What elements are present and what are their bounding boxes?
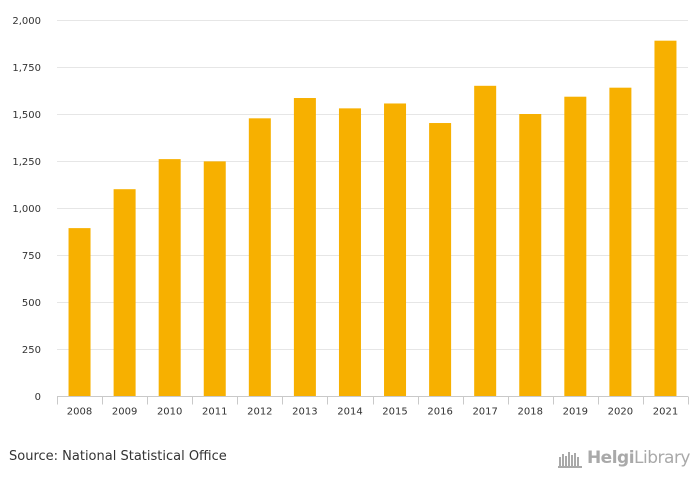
y-tick-label: 1,250 bbox=[12, 157, 41, 168]
bar-2008 bbox=[68, 228, 91, 396]
y-tick-label: 1,750 bbox=[12, 63, 41, 74]
bar-2020 bbox=[609, 87, 632, 397]
helgi-library-logo[interactable]: HelgiLibrary bbox=[557, 448, 691, 468]
bar-chart: 0 250 500 750 1,000 1,250 1,500 1,750 2,000 2008 2… bbox=[12, 16, 689, 418]
x-tick-label: 2016 bbox=[427, 407, 452, 418]
x-tick-label: 2013 bbox=[292, 407, 317, 418]
bar-2019 bbox=[564, 96, 587, 396]
x-tick-label: 2020 bbox=[608, 407, 633, 418]
y-tick-label: 1,000 bbox=[12, 204, 41, 215]
x-tick-label: 2008 bbox=[67, 407, 92, 418]
bar-2012 bbox=[248, 118, 271, 396]
x-tick-label: 2017 bbox=[472, 407, 497, 418]
bar-2009 bbox=[113, 189, 136, 396]
y-tick-label: 1,500 bbox=[12, 110, 41, 121]
bar-2021 bbox=[654, 40, 677, 397]
x-tick-label: 2021 bbox=[653, 407, 678, 418]
bar-2013 bbox=[293, 98, 316, 397]
bar-2011 bbox=[203, 161, 226, 396]
x-tick-label: 2014 bbox=[337, 407, 362, 418]
brand-name: HelgiLibrary bbox=[586, 448, 691, 468]
bar-2017 bbox=[474, 85, 497, 397]
x-tick-label: 2010 bbox=[157, 407, 182, 418]
y-tick-label: 500 bbox=[22, 298, 41, 309]
x-tick-label: 2018 bbox=[518, 407, 543, 418]
bar-2016 bbox=[429, 123, 452, 397]
source-note: Source: National Statistical Office bbox=[9, 449, 227, 464]
y-tick-label: 2,000 bbox=[12, 16, 41, 27]
bar-2010 bbox=[158, 159, 181, 396]
x-tick-label: 2009 bbox=[112, 407, 137, 418]
x-tick-label: 2019 bbox=[563, 407, 588, 418]
bar-2015 bbox=[384, 103, 407, 397]
brand-name-light: Library bbox=[634, 448, 690, 468]
bar-2018 bbox=[519, 114, 542, 396]
y-tick-label: 750 bbox=[22, 251, 41, 262]
y-tick-label: 250 bbox=[22, 345, 41, 356]
library-icon bbox=[557, 452, 582, 468]
x-tick-label: 2015 bbox=[382, 407, 407, 418]
y-tick-label: 0 bbox=[35, 392, 41, 403]
brand-name-bold: Helgi bbox=[586, 448, 635, 468]
x-tick-label: 2012 bbox=[247, 407, 272, 418]
bar-2014 bbox=[338, 108, 361, 397]
x-tick-label: 2011 bbox=[202, 407, 227, 418]
